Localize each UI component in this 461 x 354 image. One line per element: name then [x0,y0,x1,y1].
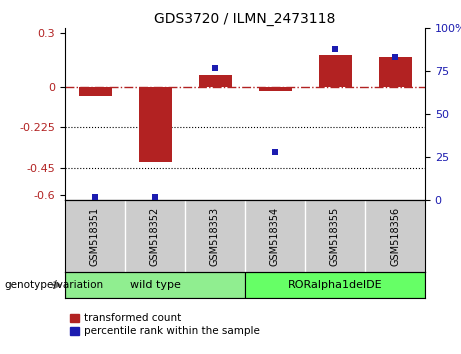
Bar [245,272,425,298]
Text: GSM518352: GSM518352 [150,206,160,266]
Text: RORalpha1delDE: RORalpha1delDE [288,280,382,290]
Bar [259,87,291,91]
Text: GSM518354: GSM518354 [270,206,280,266]
Bar [199,75,231,87]
Bar [78,87,112,96]
Text: wild type: wild type [130,280,180,290]
Bar [65,272,245,298]
Text: GSM518353: GSM518353 [210,206,220,266]
Bar [378,57,412,87]
Text: GSM518356: GSM518356 [390,206,400,266]
Legend: transformed count, percentile rank within the sample: transformed count, percentile rank withi… [70,313,260,336]
Bar [138,87,171,162]
Bar [319,55,351,87]
Text: GSM518351: GSM518351 [90,206,100,266]
Text: GSM518355: GSM518355 [330,206,340,266]
Text: genotype/variation: genotype/variation [5,280,104,290]
Title: GDS3720 / ILMN_2473118: GDS3720 / ILMN_2473118 [154,12,336,25]
